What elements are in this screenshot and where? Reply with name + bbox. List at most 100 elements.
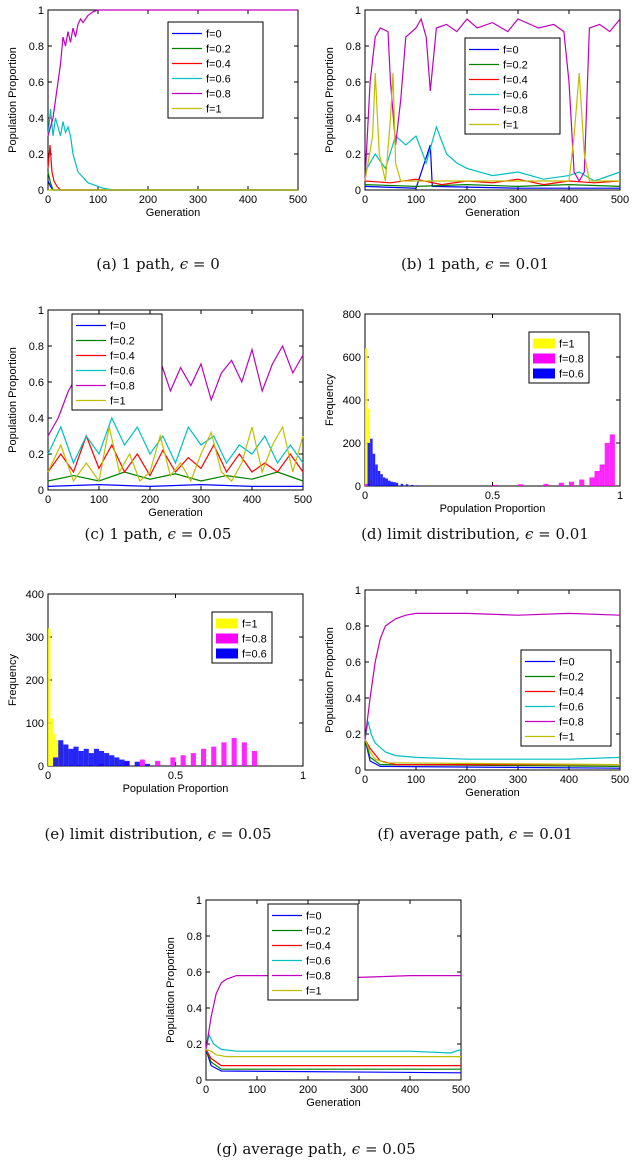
y-axis-label: Population Proportion — [7, 347, 19, 453]
chart-e: 0 0.5 1 0 100 200 300 400 Population Proportion F… — [7, 589, 306, 795]
hist-bar-f=0.8 — [365, 483, 371, 486]
series-line-f=0 — [47, 483, 303, 488]
legend-label: f=0.2 — [559, 672, 584, 684]
chart-panel-f: 0 100 200 300 400 500 0 0.2 0.4 0.6 0.8 1 Generation… — [317, 580, 633, 810]
y-tick-label: 0.4 — [29, 413, 44, 425]
series-line-f=0.4 — [205, 1049, 461, 1067]
series-line-f=0.2 — [364, 739, 621, 767]
y-tick-label: 0.8 — [29, 41, 44, 53]
x-tick-label: 1 — [300, 770, 306, 782]
chart-panel-g: 0 100 200 300 400 500 0 0.2 0.4 0.6 0.8 1 Generation… — [158, 890, 474, 1120]
x-axis-label: Population Proportion — [123, 783, 229, 795]
hist-bar-f=1 — [365, 348, 368, 486]
x-axis-label: Generation — [148, 507, 202, 519]
y-axis-label: Population Proportion — [7, 47, 19, 153]
y-tick-label: 300 — [26, 632, 44, 644]
series-line-f=0 — [205, 1049, 462, 1074]
hist-bar-f=0.8 — [589, 477, 595, 486]
hist-bar-f=0.6 — [385, 478, 388, 486]
x-tick-label: 0 — [362, 774, 368, 786]
legend-label: f=0.4 — [503, 75, 528, 87]
series-line-f=0.8 — [47, 9, 298, 137]
legend-label: f=1 — [559, 339, 575, 351]
legend-label: f=1 — [242, 619, 258, 631]
chart-g: 0 100 200 300 400 500 0 0.2 0.4 0.6 0.8 1 Generation… — [165, 895, 470, 1109]
legend-label: f=1 — [503, 120, 519, 132]
x-tick-label: 400 — [401, 1084, 419, 1096]
chart-a: 0 100 200 300 400 500 0 0.2 0.4 0.6 0.8 1 Generation… — [7, 5, 307, 219]
hist-bar-f=0.8 — [518, 484, 524, 486]
y-tick-label: 0.2 — [187, 1039, 202, 1051]
x-tick-label: 400 — [243, 494, 261, 506]
legend: f=0 f=0.2 f=0.4 f=0.6 f=0.8 f=1 — [167, 21, 264, 119]
x-tick-label: 0 — [362, 194, 368, 206]
y-tick-label: 200 — [343, 438, 361, 450]
y-tick-label: 0.6 — [346, 77, 361, 89]
hist-bar-f=0.6 — [410, 484, 414, 486]
plot-marks — [47, 9, 298, 191]
legend-label: f=1 — [306, 986, 322, 998]
hist-bar-f=0.8 — [231, 738, 237, 766]
plot-marks — [364, 612, 621, 769]
legend-label: f=0.6 — [110, 366, 135, 378]
y-tick-label: 0.8 — [346, 621, 361, 633]
y-tick-label: 0.6 — [346, 657, 361, 669]
y-axis-label: Population Proportion — [324, 47, 336, 153]
hist-bar-f=0.6 — [99, 750, 105, 766]
hist-bar-f=0.8 — [201, 748, 207, 766]
legend: f=0 f=0.2 f=0.4 f=0.6 f=0.8 f=1 — [71, 313, 163, 411]
legend-label: f=0.8 — [559, 354, 584, 366]
hist-bar-f=0.8 — [190, 753, 196, 766]
series-line-f=0.6 — [47, 416, 304, 465]
legend-label: f=0.4 — [559, 687, 584, 699]
hist-bar-f=0.8 — [558, 482, 564, 486]
y-tick-label: 1 — [38, 5, 44, 17]
series-line-f=1 — [205, 1048, 461, 1058]
y-tick-label: 0 — [38, 185, 44, 197]
hist-bar-f=0.8 — [609, 434, 615, 486]
hist-bar-f=0.6 — [377, 470, 381, 486]
x-tick-label: 400 — [560, 194, 578, 206]
x-tick-label: 400 — [560, 774, 578, 786]
hist-bar-f=1 — [48, 628, 51, 766]
hist-bar-f=0.8 — [492, 484, 498, 486]
y-tick-label: 600 — [343, 352, 361, 364]
legend-swatch — [216, 633, 238, 644]
series-line-f=0 — [364, 144, 620, 189]
y-tick-label: 0.2 — [29, 149, 44, 161]
legend: f=0 f=0.2 f=0.4 f=0.6 f=0.8 f=1 — [267, 903, 359, 1001]
legend-label: f=0.8 — [306, 971, 331, 983]
x-axis-label: Generation — [465, 787, 519, 799]
hist-bar-f=0.6 — [390, 481, 394, 486]
axes: 0 100 200 300 400 500 0 0.2 0.4 0.6 0.8 1 — [29, 5, 307, 206]
legend-label: f=0.8 — [503, 105, 528, 117]
y-tick-label: 0.2 — [346, 149, 361, 161]
x-tick-label: 200 — [458, 194, 476, 206]
x-tick-label: 200 — [141, 494, 159, 506]
x-tick-label: 0 — [203, 1084, 209, 1096]
x-axis-label: Generation — [465, 207, 519, 219]
legend-label: f=0 — [503, 45, 519, 57]
legend-swatch — [533, 338, 555, 349]
legend-label: f=0.6 — [503, 90, 528, 102]
hist-bar-f=0.8 — [569, 481, 575, 486]
legend-label: f=0.8 — [206, 89, 231, 101]
y-tick-label: 400 — [343, 395, 361, 407]
legend: f=1 f=0.8 f=0.6 — [211, 611, 273, 664]
legend-label: f=0 — [306, 911, 322, 923]
caption-c: (c) 1 path, ϵ = 0.05 — [84, 525, 232, 543]
hist-bar-f=1 — [53, 733, 56, 766]
y-axis-label: Frequency — [324, 374, 336, 426]
legend-box — [71, 313, 163, 411]
legend-label: f=0.8 — [110, 381, 135, 393]
y-tick-label: 0.4 — [187, 1003, 202, 1015]
series-line-f=1 — [364, 72, 620, 182]
axes: 0 100 200 300 400 500 0 0.2 0.4 0.6 0.8 1 — [346, 5, 629, 206]
y-tick-label: 1 — [196, 895, 202, 907]
hist-bar-f=0.8 — [170, 757, 176, 766]
caption-g: (g) average path, ϵ = 0.05 — [216, 1140, 416, 1158]
legend-label: f=0.4 — [206, 59, 231, 71]
legend: f=0 f=0.2 f=0.4 f=0.6 f=0.8 f=1 — [520, 649, 612, 747]
legend-swatch — [533, 368, 555, 379]
y-tick-label: 0.4 — [346, 693, 361, 705]
